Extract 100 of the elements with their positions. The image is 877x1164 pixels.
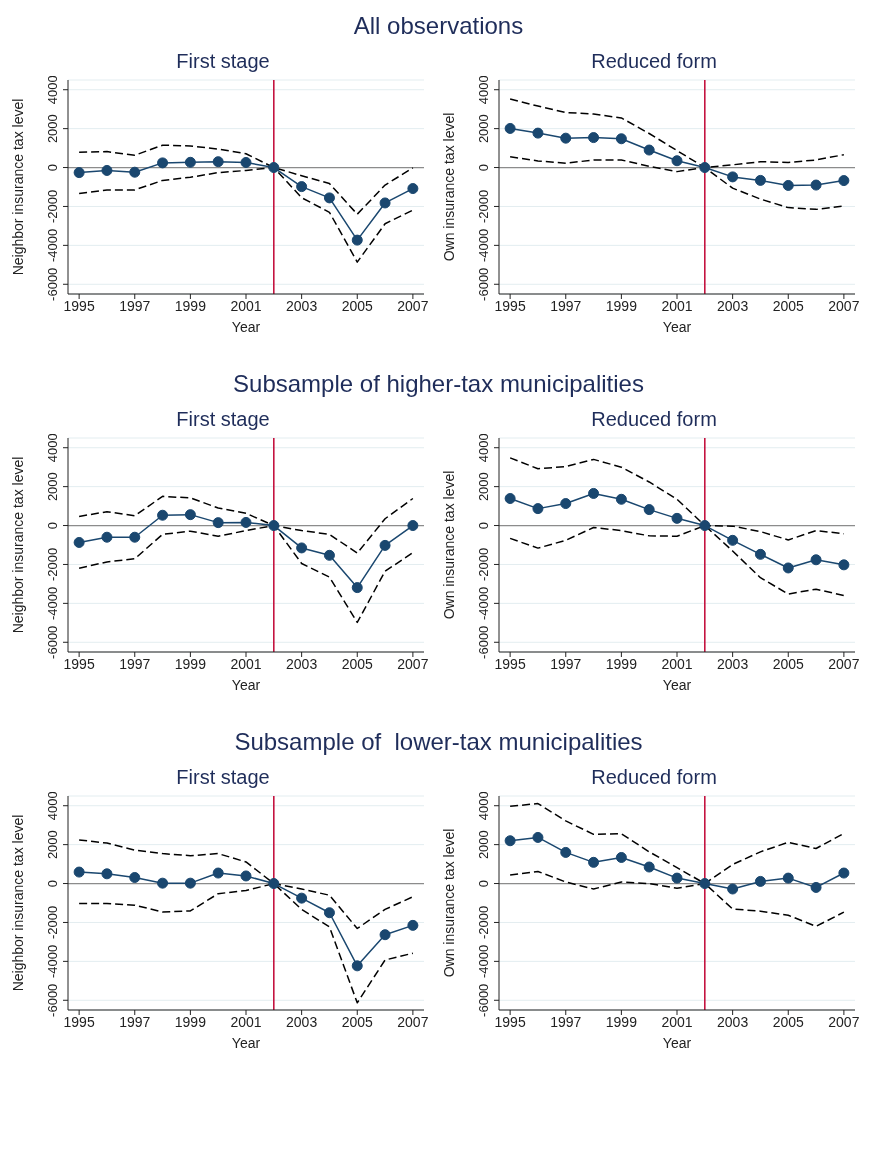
point: [754, 548, 766, 560]
x-tick-label: 1999: [174, 1013, 207, 1030]
point: [754, 174, 766, 186]
y-tick-label: -6000: [476, 983, 491, 1017]
y-tick-label: 4000: [45, 791, 60, 821]
x-tick-label: 2005: [341, 297, 374, 314]
y-tick-label: 0: [45, 879, 60, 888]
x-tick-label: 2003: [286, 1013, 318, 1030]
line-series: [78, 495, 414, 554]
y-tick-label: 0: [476, 521, 491, 530]
y-tick-label: 2000: [476, 472, 491, 502]
x-tick-label: 2007: [397, 297, 429, 314]
y-tick-label: -4000: [476, 944, 491, 978]
x-tick-label: 2005: [772, 1013, 805, 1030]
point: [643, 144, 655, 156]
point: [699, 162, 711, 174]
x-tick-label: 1997: [550, 297, 582, 314]
point: [671, 512, 683, 524]
y-tick-label: 0: [45, 521, 60, 530]
point: [268, 520, 280, 532]
y-axis-title: Neighbor insurance tax level: [9, 98, 26, 276]
y-tick-label: 4000: [476, 75, 491, 105]
line-series: [509, 156, 845, 211]
y-tick-label: 4000: [476, 791, 491, 821]
line-series: [78, 144, 414, 215]
x-tick-label: 2003: [286, 655, 318, 672]
point: [351, 960, 363, 972]
y-tick-label: -6000: [45, 267, 60, 301]
point: [351, 234, 363, 246]
point: [504, 493, 516, 504]
y-axis-title: Neighbor insurance tax level: [9, 814, 26, 992]
y-tick-label: -6000: [45, 983, 60, 1017]
x-tick-label: 2005: [772, 297, 805, 314]
point: [643, 861, 655, 873]
y-tick-label: 2000: [45, 830, 60, 860]
point: [504, 122, 516, 134]
point: [101, 531, 113, 543]
x-tick-label: 1999: [605, 297, 638, 314]
point: [588, 487, 600, 499]
x-tick-label: 2001: [661, 1013, 693, 1030]
point: [101, 868, 113, 880]
point: [615, 133, 627, 145]
y-tick-label: -2000: [476, 189, 491, 224]
chart-title: Reduced form: [590, 766, 718, 790]
point: [671, 155, 683, 167]
y-tick-label: 4000: [476, 433, 491, 463]
y-tick-label: -6000: [45, 625, 60, 659]
point: [184, 156, 196, 168]
point: [73, 167, 85, 179]
x-axis-title: Year: [231, 1035, 261, 1051]
point: [407, 183, 419, 195]
point: [157, 157, 169, 169]
point: [727, 883, 739, 895]
chart-title: First stage: [175, 408, 271, 432]
y-tick-label: -4000: [45, 228, 60, 262]
point: [407, 919, 419, 931]
x-axis-title: Year: [231, 319, 261, 335]
text: All observations: [353, 12, 524, 39]
x-tick-label: 2001: [661, 655, 693, 672]
y-tick-label: 0: [45, 163, 60, 172]
x-tick-label: 1995: [494, 1013, 526, 1030]
point: [560, 846, 572, 858]
point: [184, 509, 196, 521]
x-tick-label: 2005: [772, 655, 805, 672]
y-tick-label: -4000: [45, 944, 60, 978]
x-tick-label: 2001: [230, 297, 262, 314]
x-tick-label: 2001: [661, 297, 693, 314]
x-tick-label: 2003: [717, 1013, 749, 1030]
x-tick-label: 1997: [550, 655, 582, 672]
point: [351, 582, 363, 594]
x-tick-label: 1997: [119, 297, 151, 314]
x-tick-label: 2007: [397, 1013, 429, 1030]
x-tick-label: 1997: [119, 655, 151, 672]
y-tick-label: -6000: [476, 625, 491, 659]
point: [212, 156, 224, 168]
point: [643, 504, 655, 516]
point: [268, 878, 280, 890]
x-axis-title: Year: [662, 1035, 692, 1051]
x-tick-label: 2007: [828, 1013, 860, 1030]
point: [212, 517, 224, 529]
point: [560, 498, 572, 510]
x-axis-title: Year: [231, 677, 261, 693]
point: [379, 929, 391, 941]
y-tick-label: 0: [476, 163, 491, 172]
point: [129, 166, 141, 178]
x-tick-label: 1995: [494, 297, 526, 314]
point: [615, 851, 627, 863]
x-axis-title: Year: [662, 677, 692, 693]
point: [588, 856, 600, 868]
x-tick-label: 1999: [605, 655, 638, 672]
point: [129, 872, 141, 884]
y-tick-label: 2000: [45, 472, 60, 502]
point: [73, 536, 85, 548]
x-tick-label: 2001: [230, 1013, 262, 1030]
point: [268, 162, 280, 174]
point: [782, 179, 794, 191]
y-tick-label: -2000: [45, 547, 60, 582]
x-axis-title: Year: [662, 319, 692, 335]
x-tick-label: 2007: [828, 297, 860, 314]
x-tick-label: 1999: [174, 655, 207, 672]
